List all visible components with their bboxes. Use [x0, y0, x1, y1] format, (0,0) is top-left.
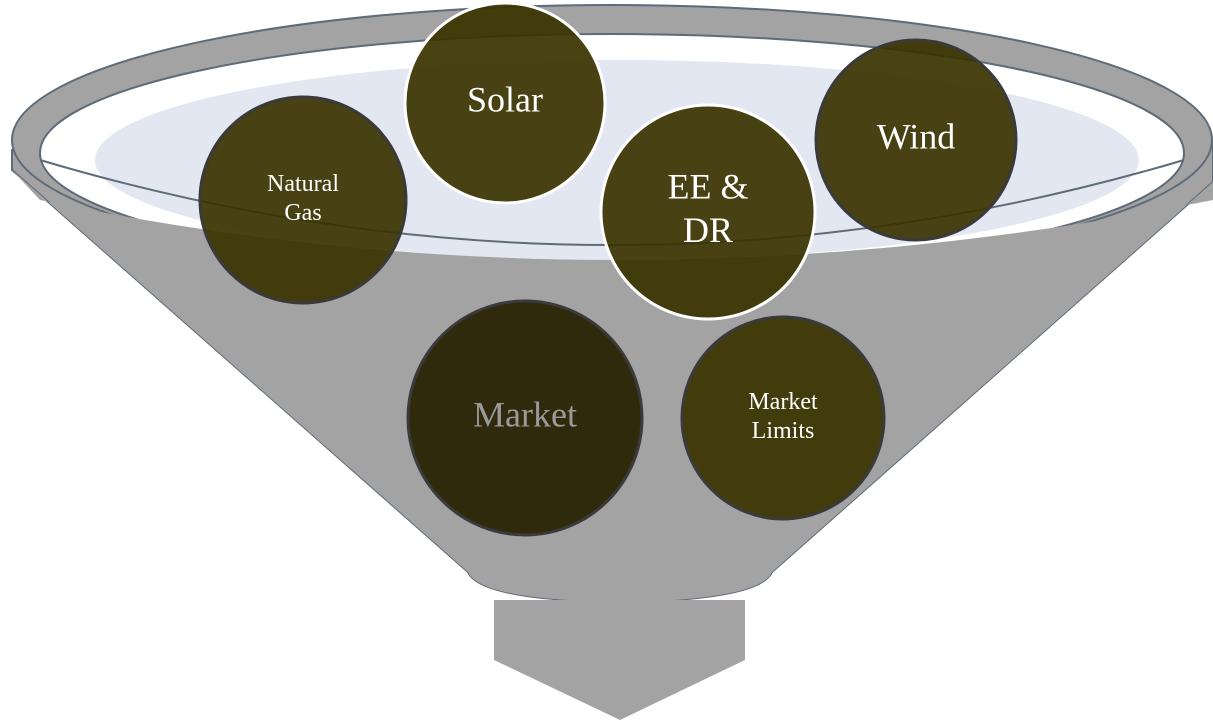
nodes: Solar Natural Gas EE &DR Wind Market Market Lim… [198, 1, 1018, 537]
node-label: Gas [284, 200, 321, 226]
node-label: Market [748, 389, 818, 415]
node-circle [680, 315, 886, 521]
node-circle [814, 38, 1018, 242]
node-label: Limits [752, 418, 815, 444]
node: EE &DR [599, 103, 817, 321]
funnel-spout [494, 600, 745, 720]
node: Market Limits [680, 315, 886, 521]
node-label: EE & [668, 167, 749, 207]
node-circle [198, 95, 408, 305]
node: Market [406, 299, 644, 537]
node-label: Market [473, 394, 577, 434]
node-label: DR [683, 210, 733, 250]
node-circle [599, 103, 817, 321]
node: Solar [403, 1, 607, 205]
node: Natural Gas [198, 95, 408, 305]
node-circle [403, 1, 607, 205]
node-label: Natural [267, 171, 339, 197]
node: Wind [814, 38, 1018, 242]
node-label: Wind [877, 116, 956, 156]
node-label: Solar [467, 79, 543, 119]
node-circle [406, 299, 644, 537]
